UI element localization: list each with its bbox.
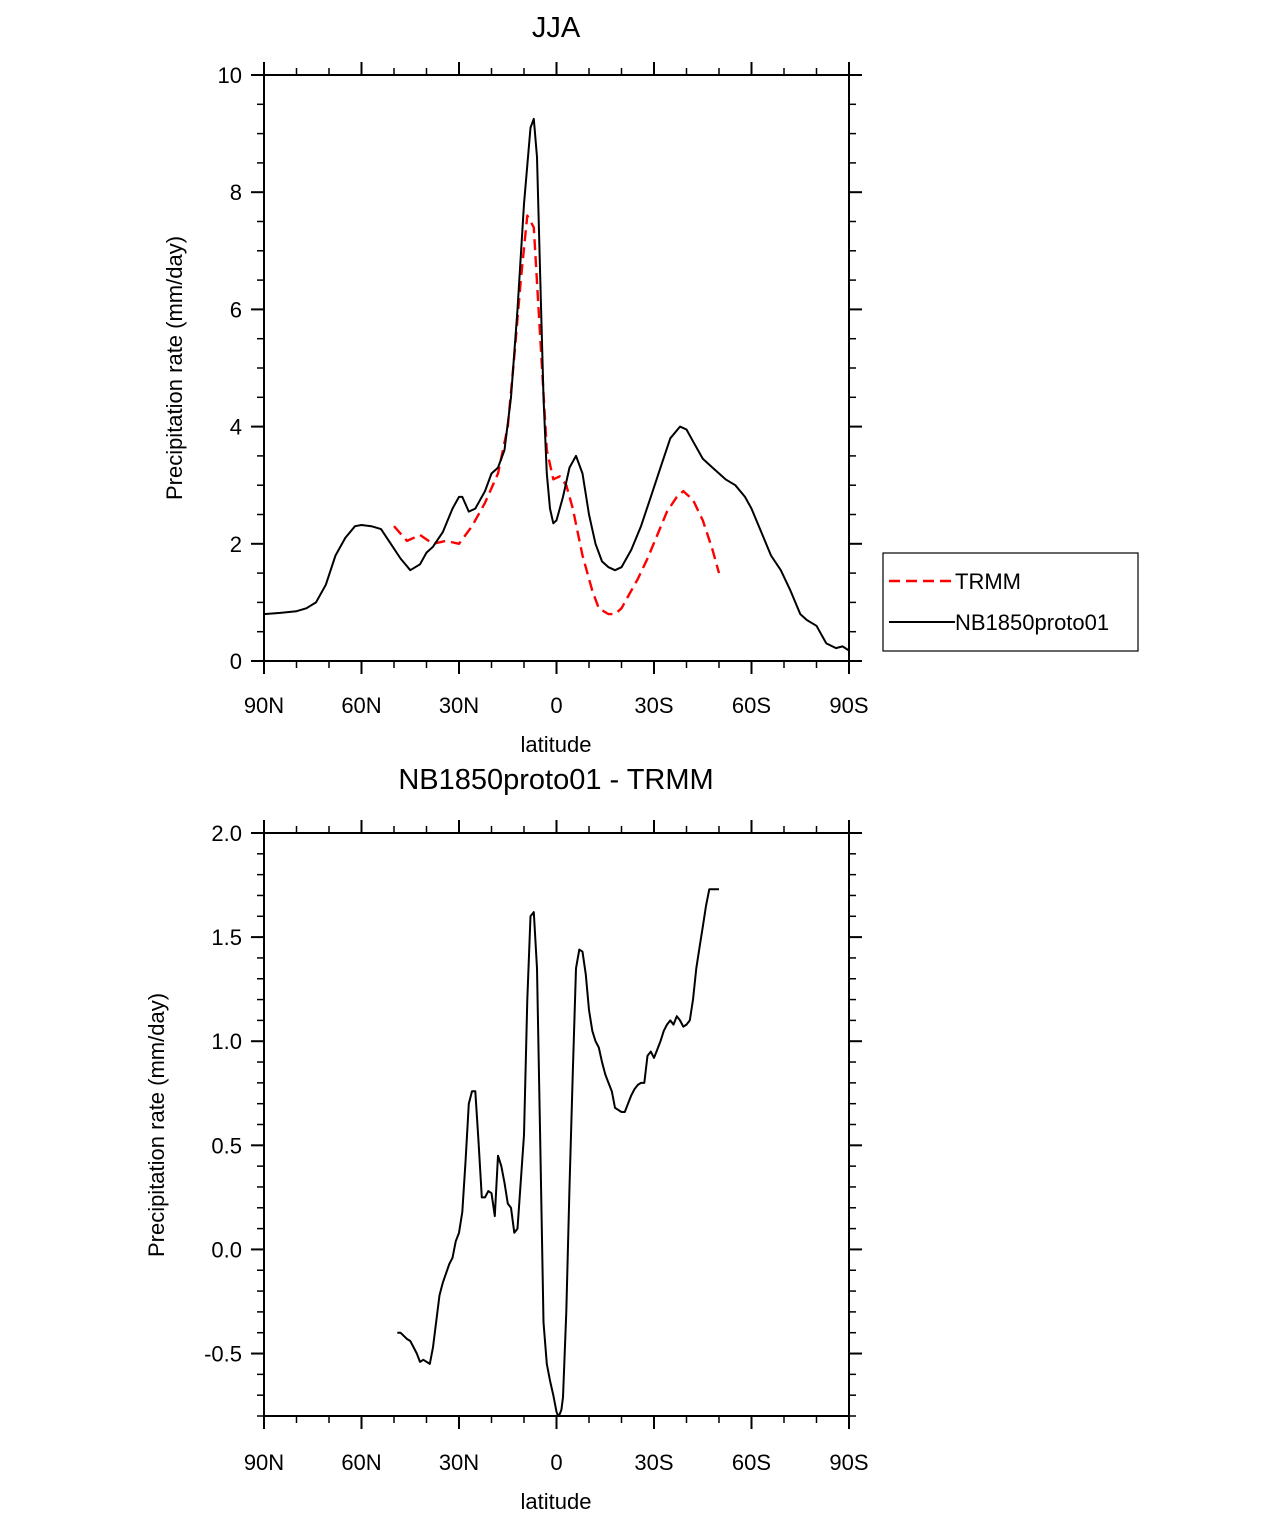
series-line-nb1850proto01 <box>263 117 850 652</box>
x-tick-label: 90S <box>829 693 868 718</box>
x-tick-label: 60N <box>341 1450 381 1475</box>
series-line-nb1850proto01-trmm <box>397 888 719 1417</box>
x-tick-label: 30N <box>439 693 479 718</box>
x-tick-label: 0 <box>550 1450 562 1475</box>
legend-box <box>882 552 1139 652</box>
x-tick-label: 90N <box>244 693 284 718</box>
legend-label-trmm: TRMM <box>955 569 1021 594</box>
x-tick-label: 30S <box>634 693 673 718</box>
x-tick-label: 0 <box>550 693 562 718</box>
y-tick-label: 2 <box>230 532 242 557</box>
y-tick-label: 1.5 <box>211 925 242 950</box>
y-axis-label: Precipitation rate (mm/day) <box>162 236 187 500</box>
y-tick-label: 2.0 <box>211 821 242 846</box>
panel-bottom: NB1850proto01 - TRMM 90N 60N 30N 0 30S 60S 90S… <box>144 764 869 1514</box>
legend-label-model: NB1850proto01 <box>955 610 1109 635</box>
x-tick-label: 30N <box>439 1450 479 1475</box>
x-tick-label: 90N <box>244 1450 284 1475</box>
y-tick-label: 8 <box>230 180 242 205</box>
x-tick-label: 60S <box>732 693 771 718</box>
chart-title: JJA <box>532 12 581 44</box>
chart-title: NB1850proto01 - TRMM <box>398 764 713 796</box>
y-tick-label: -0.5 <box>204 1342 242 1367</box>
series-line-trmm <box>393 214 721 616</box>
x-tick-label: 90S <box>829 1450 868 1475</box>
plot-frame <box>263 74 850 662</box>
x-tick-label: 60S <box>732 1450 771 1475</box>
y-tick-label: 10 <box>218 63 242 88</box>
x-axis-label: latitude <box>521 1489 592 1514</box>
y-tick-label: 6 <box>230 297 242 322</box>
legend: TRMM NB1850proto01 <box>882 552 1139 652</box>
y-tick-label: 0 <box>230 649 242 674</box>
y-tick-label: 0.5 <box>211 1133 242 1158</box>
x-tick-label: 60N <box>341 693 381 718</box>
y-tick-label: 4 <box>230 415 242 440</box>
y-tick-label: 0.0 <box>211 1237 242 1262</box>
y-tick-label: 1.0 <box>211 1029 242 1054</box>
x-tick-label: 30S <box>634 1450 673 1475</box>
plot-frame <box>263 832 850 1417</box>
y-axis-label: Precipitation rate (mm/day) <box>144 993 169 1257</box>
x-axis-label: latitude <box>521 732 592 757</box>
